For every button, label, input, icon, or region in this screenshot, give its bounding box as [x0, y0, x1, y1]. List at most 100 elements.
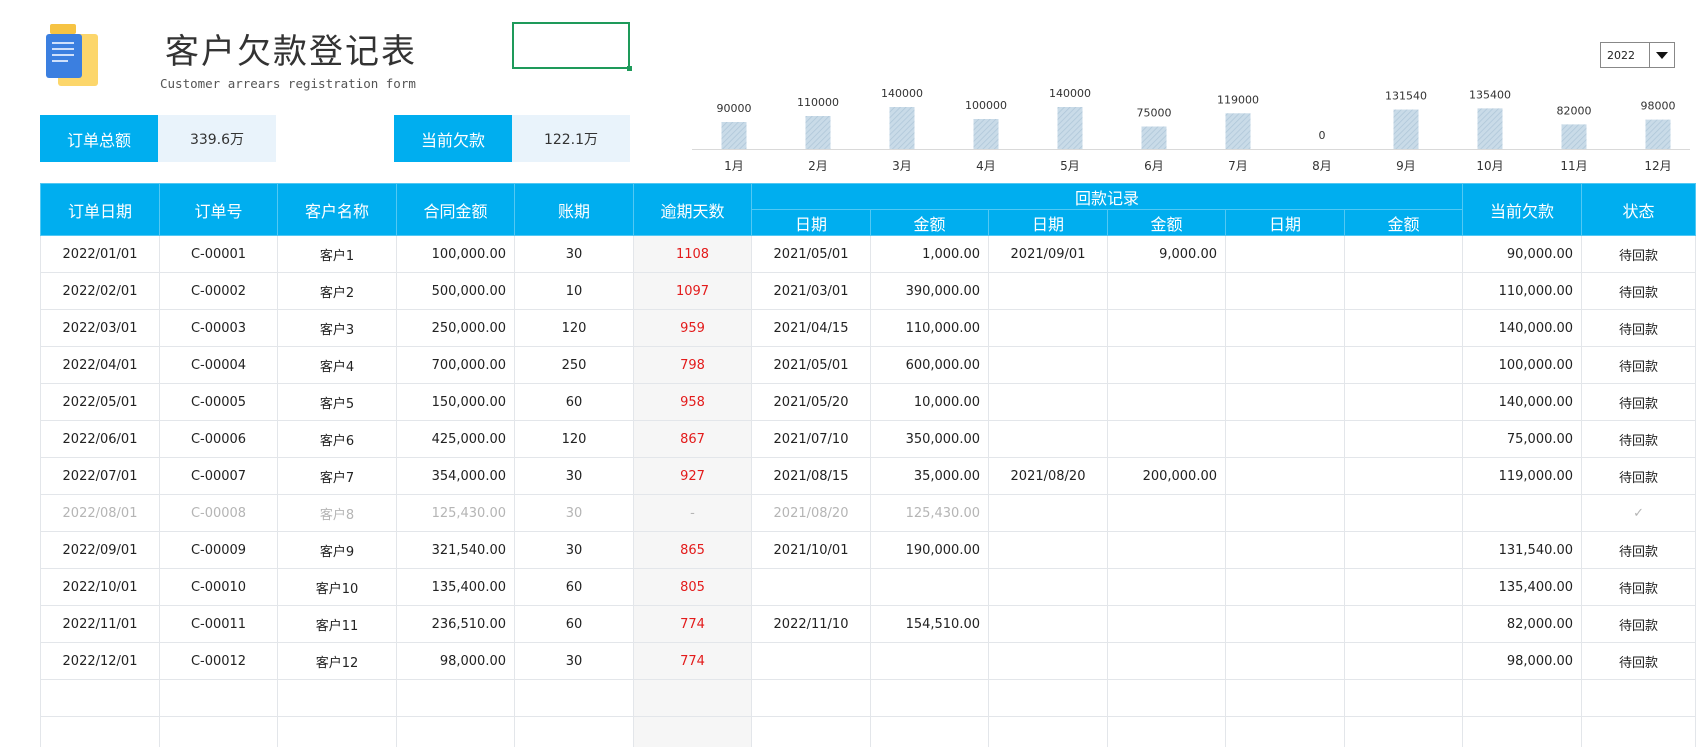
header-status[interactable]: 状态	[1581, 183, 1697, 236]
header-overdue-days[interactable]: 逾期天数	[633, 183, 752, 236]
cell-payment-amount-2[interactable]	[1107, 568, 1226, 606]
cell-payment-amount-3[interactable]	[1343, 642, 1464, 680]
cell-payment-date-3[interactable]	[1225, 457, 1345, 495]
cell-term[interactable]	[514, 716, 634, 747]
cell-payment-date-2[interactable]	[988, 346, 1108, 384]
cell-order-no[interactable]	[159, 716, 278, 747]
cell-payment-amount-1[interactable]: 110,000.00	[870, 309, 989, 347]
cell-payment-amount-2[interactable]	[1107, 309, 1226, 347]
cell-payment-date-2[interactable]	[988, 605, 1108, 643]
cell-payment-date-3[interactable]	[1225, 568, 1345, 606]
cell-payment-date-1[interactable]: 2021/05/01	[751, 346, 871, 384]
cell-order-no[interactable]: C-00012	[159, 642, 278, 680]
cell-order-no[interactable]	[159, 679, 278, 717]
cell-status[interactable]: 待回款	[1581, 309, 1697, 347]
cell-payment-amount-2[interactable]: 9,000.00	[1107, 235, 1226, 273]
cell-payment-date-2[interactable]: 2021/09/01	[988, 235, 1108, 273]
cell-term[interactable]: 10	[514, 272, 634, 310]
cell-contract-amount[interactable]: 700,000.00	[396, 346, 515, 384]
cell-payment-amount-2[interactable]	[1107, 346, 1226, 384]
cell-payment-date-2[interactable]	[988, 420, 1108, 458]
cell-contract-amount[interactable]: 100,000.00	[396, 235, 515, 273]
cell-overdue-days[interactable]: 774	[633, 642, 752, 680]
cell-payment-amount-3[interactable]	[1343, 605, 1464, 643]
cell-payment-amount-2[interactable]	[1107, 383, 1226, 421]
cell-order-date[interactable]: 2022/04/01	[40, 346, 160, 384]
cell-payment-date-3[interactable]	[1225, 642, 1345, 680]
cell-order-date[interactable]: 2022/02/01	[40, 272, 160, 310]
cell-order-no[interactable]: C-00010	[159, 568, 278, 606]
cell-payment-amount-1[interactable]: 35,000.00	[870, 457, 989, 495]
cell-payment-amount-1[interactable]: 390,000.00	[870, 272, 989, 310]
cell-contract-amount[interactable]	[396, 679, 515, 717]
cell-payment-date-3[interactable]	[1225, 346, 1345, 384]
cell-payment-amount-3[interactable]	[1343, 272, 1464, 310]
subheader-date-3[interactable]: 日期	[1225, 209, 1345, 236]
cell-payment-date-1[interactable]: 2021/04/15	[751, 309, 871, 347]
cell-customer[interactable]: 客户9	[277, 531, 397, 569]
cell-payment-date-1[interactable]: 2021/03/01	[751, 272, 871, 310]
cell-customer[interactable]: 客户3	[277, 309, 397, 347]
cell-term[interactable]: 120	[514, 420, 634, 458]
year-dropdown[interactable]: 2022	[1600, 42, 1675, 68]
cell-current-debt[interactable]	[1462, 716, 1583, 747]
cell-payment-amount-3[interactable]	[1343, 420, 1464, 458]
cell-payment-date-3[interactable]	[1225, 679, 1345, 717]
cell-payment-amount-2[interactable]	[1107, 531, 1226, 569]
cell-overdue-days[interactable]	[633, 716, 752, 747]
cell-customer[interactable]: 客户5	[277, 383, 397, 421]
cell-overdue-days[interactable]: 958	[633, 383, 752, 421]
cell-term[interactable]: 60	[514, 568, 634, 606]
cell-current-debt[interactable]: 140,000.00	[1462, 309, 1583, 347]
cell-customer[interactable]: 客户2	[277, 272, 397, 310]
cell-order-date[interactable]: 2022/05/01	[40, 383, 160, 421]
cell-order-no[interactable]: C-00007	[159, 457, 278, 495]
cell-order-no[interactable]: C-00008	[159, 494, 278, 532]
cell-order-date[interactable]: 2022/07/01	[40, 457, 160, 495]
cell-current-debt[interactable]: 100,000.00	[1462, 346, 1583, 384]
cell-current-debt[interactable]: 131,540.00	[1462, 531, 1583, 569]
cell-current-debt[interactable]: 75,000.00	[1462, 420, 1583, 458]
cell-payment-amount-3[interactable]	[1343, 568, 1464, 606]
cell-payment-date-3[interactable]	[1225, 272, 1345, 310]
header-payment-records[interactable]: 回款记录	[750, 183, 1464, 210]
header-order-date[interactable]: 订单日期	[40, 183, 160, 236]
cell-term[interactable]: 30	[514, 235, 634, 273]
cell-order-no[interactable]: C-00011	[159, 605, 278, 643]
cell-order-no[interactable]: C-00003	[159, 309, 278, 347]
cell-status[interactable]	[1581, 716, 1697, 747]
cell-term[interactable]: 120	[514, 309, 634, 347]
cell-overdue-days[interactable]: 867	[633, 420, 752, 458]
cell-payment-amount-2[interactable]	[1107, 679, 1226, 717]
cell-customer[interactable]: 客户1	[277, 235, 397, 273]
cell-current-debt[interactable]: 82,000.00	[1462, 605, 1583, 643]
cell-payment-date-1[interactable]: 2021/05/20	[751, 383, 871, 421]
cell-contract-amount[interactable]: 135,400.00	[396, 568, 515, 606]
cell-contract-amount[interactable]: 425,000.00	[396, 420, 515, 458]
cell-order-no[interactable]: C-00005	[159, 383, 278, 421]
cell-contract-amount[interactable]: 98,000.00	[396, 642, 515, 680]
cell-payment-date-3[interactable]	[1225, 383, 1345, 421]
cell-status[interactable]: 待回款	[1581, 235, 1697, 273]
cell-order-date[interactable]: 2022/10/01	[40, 568, 160, 606]
cell-customer[interactable]: 客户6	[277, 420, 397, 458]
cell-order-date[interactable]: 2022/09/01	[40, 531, 160, 569]
cell-overdue-days[interactable]	[633, 679, 752, 717]
cell-customer[interactable]: 客户7	[277, 457, 397, 495]
cell-status[interactable]: 待回款	[1581, 346, 1697, 384]
cell-payment-date-1[interactable]: 2021/08/15	[751, 457, 871, 495]
cell-status[interactable]: 待回款	[1581, 531, 1697, 569]
cell-payment-date-2[interactable]	[988, 309, 1108, 347]
cell-payment-date-2[interactable]	[988, 568, 1108, 606]
cell-payment-amount-3[interactable]	[1343, 383, 1464, 421]
cell-payment-amount-3[interactable]	[1343, 309, 1464, 347]
cell-status[interactable]: 待回款	[1581, 605, 1697, 643]
cell-payment-amount-1[interactable]: 190,000.00	[870, 531, 989, 569]
cell-status[interactable]: 待回款	[1581, 642, 1697, 680]
header-term[interactable]: 账期	[514, 183, 634, 236]
cell-order-no[interactable]: C-00001	[159, 235, 278, 273]
cell-current-debt[interactable]	[1462, 679, 1583, 717]
cell-payment-date-1[interactable]	[751, 716, 871, 747]
subheader-amount-1[interactable]: 金额	[870, 209, 989, 236]
subheader-date-1[interactable]: 日期	[751, 209, 871, 236]
